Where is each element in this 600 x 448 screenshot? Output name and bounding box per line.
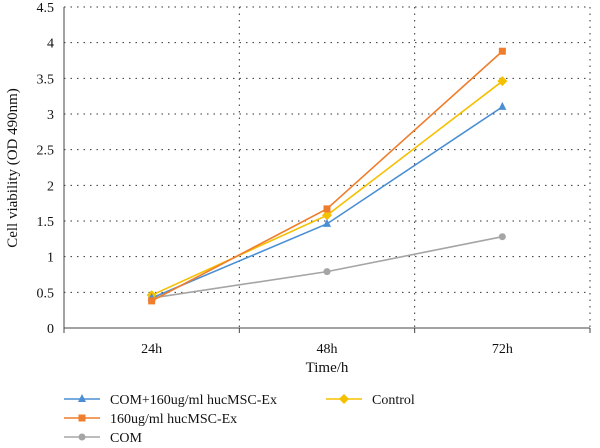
axes (63, 7, 590, 329)
legend-swatch-marker (78, 414, 86, 422)
legend-swatch-marker (78, 433, 86, 441)
data-point (498, 233, 506, 241)
y-tick-label: 4.5 (37, 1, 55, 16)
x-axis-title: Time/h (306, 360, 349, 376)
grid-lines (63, 6, 591, 333)
legend-item: Control (326, 393, 415, 408)
y-tick-labels: 0 0.5 1 1.5 2 2.5 3 3.5 4 4.5 (37, 1, 55, 337)
legend: COM+160ug/ml hucMSC-Ex 160ug/ml hucMSC-Ex… (64, 393, 415, 446)
y-tick-label: 1 (47, 251, 54, 266)
data-point (322, 210, 332, 221)
y-tick-label: 3 (47, 108, 54, 123)
legend-swatch-marker (78, 394, 86, 402)
data-point (498, 47, 506, 55)
y-tick-label: 2.5 (37, 144, 55, 159)
legend-swatch-marker (339, 394, 349, 404)
data-point (323, 268, 331, 276)
y-tick-label: 4 (47, 37, 54, 52)
x-tick-label: 24h (141, 342, 162, 357)
legend-label: COM+160ug/ml hucMSC-Ex (110, 393, 277, 408)
series-lines (151, 50, 503, 302)
y-axis-title: Cell viability (OD 490nm) (5, 88, 21, 248)
legend-label: 160ug/ml hucMSC-Ex (110, 412, 237, 427)
y-tick-label: 0.5 (37, 286, 55, 301)
series-line (151, 50, 503, 302)
data-point (497, 76, 508, 87)
series-line (151, 235, 503, 299)
y-tick-label: 3.5 (37, 72, 55, 87)
data-point (148, 297, 156, 305)
y-tick-label: 1.5 (37, 215, 55, 230)
legend-label: Control (372, 393, 415, 408)
legend-label: COM (110, 431, 142, 446)
y-tick-label: 0 (47, 322, 54, 337)
data-point (323, 218, 331, 227)
legend-item: COM (64, 431, 142, 446)
x-tick-label: 72h (492, 342, 513, 357)
data-point (323, 205, 331, 213)
data-point (498, 101, 507, 110)
series-line (151, 80, 503, 296)
legend-item: 160ug/ml hucMSC-Ex (64, 412, 237, 427)
series-markers (146, 47, 508, 305)
x-tick-labels: 24h 48h 72h (141, 342, 513, 357)
legend-item: COM+160ug/ml hucMSC-Ex (64, 393, 277, 408)
y-tick-label: 2 (47, 179, 54, 194)
x-tick-label: 48h (317, 342, 338, 357)
